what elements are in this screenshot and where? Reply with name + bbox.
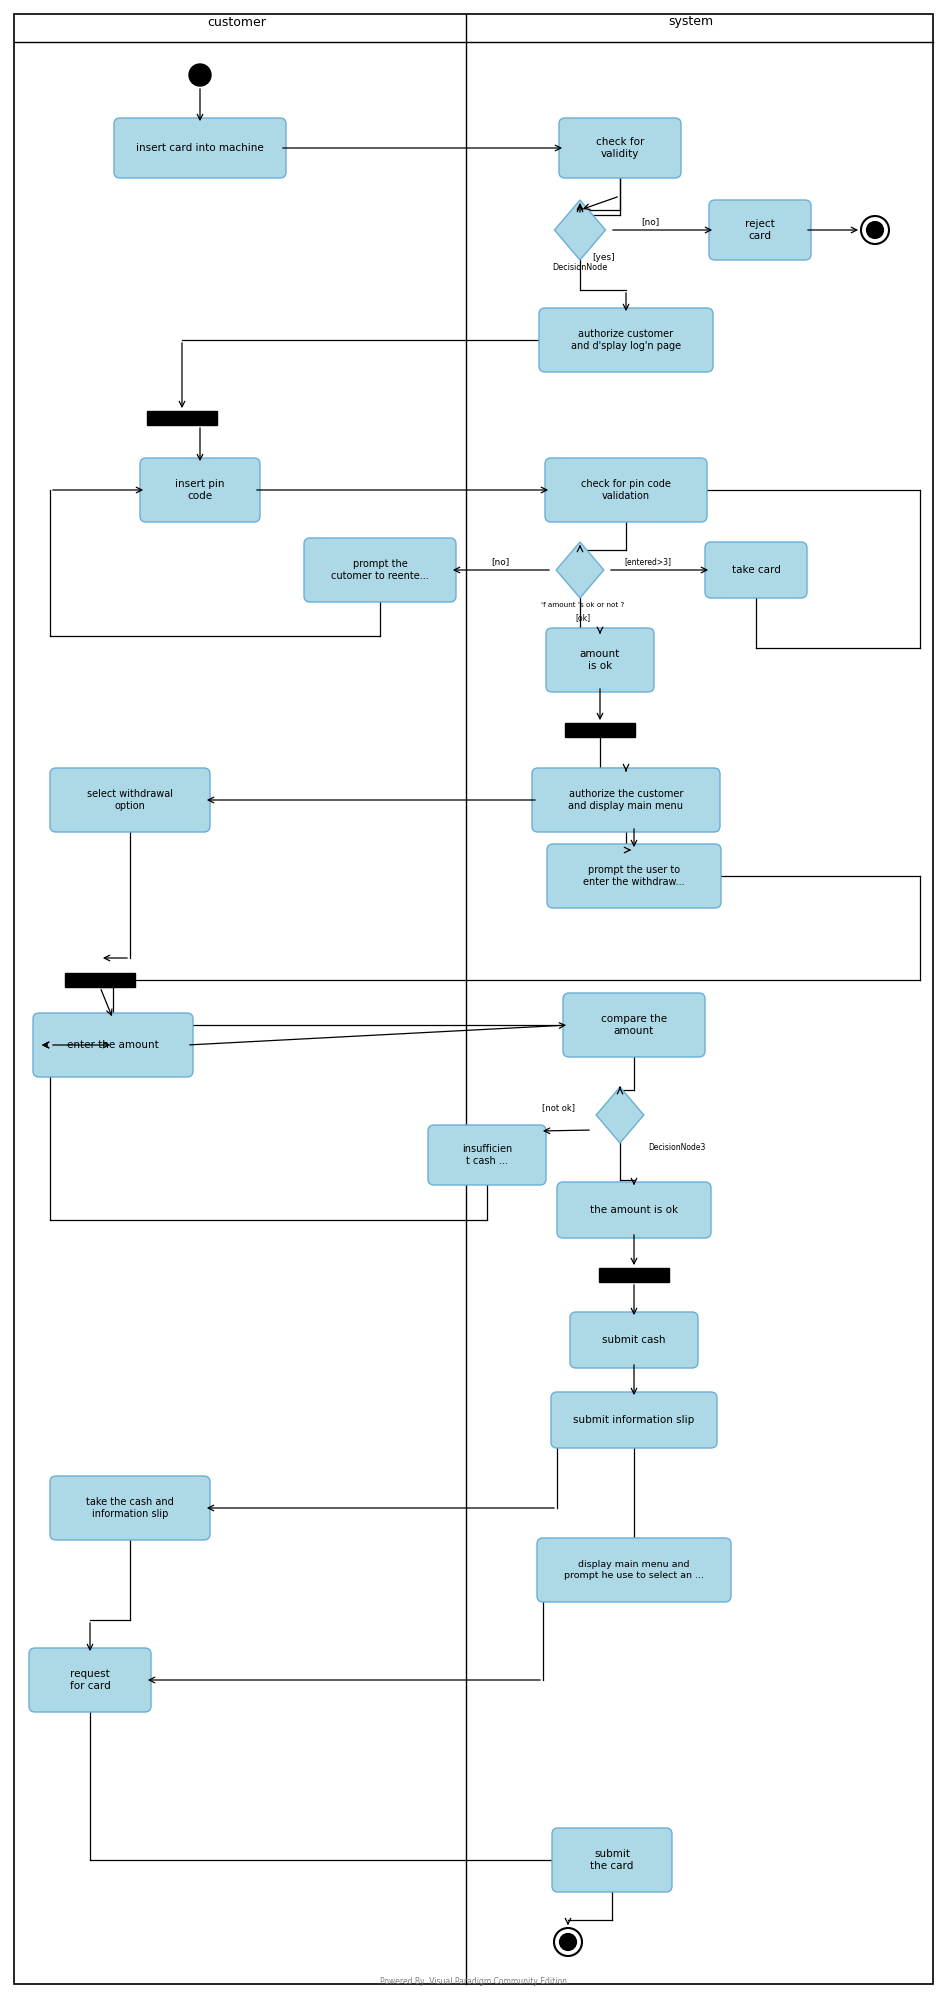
- Text: take card: take card: [732, 565, 780, 575]
- Text: enter the amount: enter the amount: [67, 1041, 159, 1051]
- FancyBboxPatch shape: [33, 1013, 193, 1077]
- FancyBboxPatch shape: [551, 1393, 717, 1449]
- FancyBboxPatch shape: [50, 767, 210, 831]
- Text: display main menu and
prompt he use to select an ...: display main menu and prompt he use to s…: [564, 1560, 704, 1580]
- Text: [not ok]: [not ok]: [542, 1103, 575, 1113]
- Circle shape: [554, 1928, 582, 1956]
- FancyBboxPatch shape: [546, 627, 654, 691]
- Text: DecisionNode3: DecisionNode3: [648, 1143, 706, 1153]
- Circle shape: [861, 216, 889, 244]
- FancyBboxPatch shape: [547, 843, 721, 907]
- Circle shape: [867, 222, 884, 238]
- FancyBboxPatch shape: [557, 1183, 711, 1239]
- Bar: [565, 723, 635, 737]
- FancyBboxPatch shape: [539, 308, 713, 372]
- FancyBboxPatch shape: [570, 1313, 698, 1369]
- Text: authorize the customer
and display main menu: authorize the customer and display main …: [568, 789, 684, 811]
- FancyBboxPatch shape: [29, 1648, 151, 1712]
- Text: prompt the user to
enter the withdraw...: prompt the user to enter the withdraw...: [583, 865, 685, 887]
- Text: reject
card: reject card: [745, 220, 775, 242]
- Text: submit cash: submit cash: [602, 1335, 666, 1345]
- Text: take the cash and
information slip: take the cash and information slip: [86, 1497, 174, 1518]
- FancyBboxPatch shape: [140, 458, 260, 521]
- Bar: [147, 412, 217, 426]
- Text: insert pin
code: insert pin code: [175, 480, 224, 501]
- Text: check for
validity: check for validity: [596, 138, 644, 158]
- FancyBboxPatch shape: [709, 200, 811, 260]
- Text: insufficien
t cash ...: insufficien t cash ...: [462, 1145, 512, 1165]
- Text: amount
is ok: amount is ok: [580, 649, 620, 671]
- Text: system: system: [669, 16, 714, 28]
- Circle shape: [189, 64, 211, 86]
- FancyBboxPatch shape: [563, 993, 705, 1057]
- Text: [ok]: [ok]: [576, 613, 591, 623]
- Text: prompt the
cutomer to reente...: prompt the cutomer to reente...: [331, 559, 429, 581]
- FancyBboxPatch shape: [114, 118, 286, 178]
- FancyBboxPatch shape: [552, 1828, 672, 1892]
- Polygon shape: [555, 200, 605, 260]
- FancyBboxPatch shape: [559, 118, 681, 178]
- Polygon shape: [556, 541, 604, 597]
- Bar: [65, 973, 135, 987]
- FancyBboxPatch shape: [705, 541, 807, 597]
- Text: [no]: [no]: [491, 557, 509, 567]
- Text: [no]: [no]: [641, 218, 659, 226]
- Text: select withdrawal
option: select withdrawal option: [87, 789, 173, 811]
- Text: insert card into machine: insert card into machine: [136, 144, 264, 154]
- Polygon shape: [597, 1087, 644, 1143]
- Text: DecisionNode: DecisionNode: [552, 264, 608, 272]
- Bar: [599, 1269, 669, 1283]
- FancyBboxPatch shape: [50, 1477, 210, 1540]
- Text: request
for card: request for card: [70, 1668, 111, 1690]
- Text: submit information slip: submit information slip: [573, 1415, 695, 1425]
- Text: the amount is ok: the amount is ok: [590, 1205, 678, 1215]
- Text: [yes]: [yes]: [592, 254, 615, 262]
- Text: authorize customer
and d'splay log'n page: authorize customer and d'splay log'n pag…: [571, 330, 681, 352]
- FancyBboxPatch shape: [545, 458, 707, 521]
- Text: 'f amount 's ok or not ?: 'f amount 's ok or not ?: [542, 601, 625, 607]
- Text: compare the
amount: compare the amount: [601, 1015, 667, 1035]
- Text: Powered By  Visual Paradigm Community Edition: Powered By Visual Paradigm Community Edi…: [380, 1978, 567, 1986]
- Circle shape: [560, 1934, 577, 1950]
- Text: check for pin code
validation: check for pin code validation: [581, 480, 670, 501]
- FancyBboxPatch shape: [532, 767, 720, 831]
- FancyBboxPatch shape: [304, 537, 456, 601]
- Text: customer: customer: [207, 16, 266, 28]
- Text: [entered>3]: [entered>3]: [624, 557, 671, 567]
- Text: submit
the card: submit the card: [590, 1850, 634, 1870]
- FancyBboxPatch shape: [537, 1538, 731, 1602]
- FancyBboxPatch shape: [428, 1125, 546, 1185]
